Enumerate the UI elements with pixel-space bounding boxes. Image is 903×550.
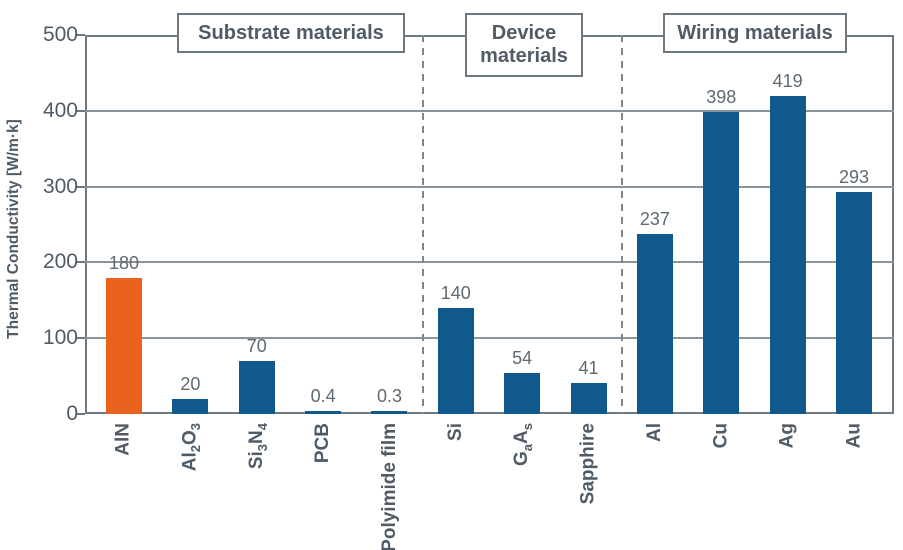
bar-category-label-aln: AlN: [113, 423, 134, 456]
group-separator-1: [422, 35, 424, 414]
bar-ag: [769, 96, 806, 414]
bar-cu: [703, 112, 740, 414]
bar-category-label-al2o3: Al2O3: [179, 423, 204, 472]
y-tick-label-300: 300: [42, 174, 78, 198]
gridline-300: [85, 185, 894, 188]
y-tick-label-400: 400: [42, 98, 78, 122]
bar-value-si: 140: [440, 283, 471, 303]
section-box-1: Substrate materials: [177, 13, 405, 53]
bar-category-label-ag: Ag: [776, 423, 798, 449]
group-separator-2: [621, 35, 623, 414]
y-tick-300: [76, 185, 85, 188]
bar-au: [836, 192, 872, 414]
bar-si3n4: [238, 361, 275, 414]
y-tick-label-100: 100: [42, 326, 78, 350]
bar-category-label-sapphire: Sapphire: [577, 423, 599, 505]
bar-aln: [106, 278, 142, 414]
y-tick-label-0: 0: [66, 402, 78, 425]
bar-value-ag: 419: [772, 71, 803, 91]
bar-pcb: [305, 411, 342, 414]
y-tick-0: [76, 413, 85, 415]
y-axis-title-text: Thermal Conductivity [W/m·k]: [5, 119, 22, 339]
gridline-100: [85, 337, 894, 340]
bar-value-si3n4: 70: [246, 336, 267, 356]
bar-category-label-gaas: GaAs: [511, 423, 535, 466]
bar-category-label-cu: Cu: [710, 423, 732, 449]
section-box-2: Device materials: [465, 13, 583, 77]
bar-al2o3: [172, 399, 209, 414]
bar-category-label-polyimide-film: Polyimide film: [378, 423, 400, 550]
bar-value-al: 237: [639, 209, 670, 229]
y-tick-label-200: 200: [42, 250, 78, 274]
bar-category-label-au: Au: [843, 423, 864, 449]
bar-gaas: [504, 373, 541, 414]
bar-category-label-pcb: PCB: [312, 423, 334, 464]
y-tick-200: [76, 261, 85, 264]
gridline-200: [85, 261, 894, 264]
y-tick-label-500: 500: [42, 23, 78, 46]
bar-value-cu: 398: [706, 87, 737, 107]
bar-category-label-si3n4: Si3N4: [245, 423, 270, 470]
bar-polyimide-film: [371, 411, 408, 414]
y-tick-500: [76, 34, 85, 36]
bar-value-al2o3: 20: [180, 374, 201, 394]
bar-value-gaas: 54: [512, 348, 533, 368]
bar-category-label-si: Si: [444, 423, 466, 441]
bar-value-polyimide-film: 0.3: [376, 386, 402, 406]
bar-al: [636, 234, 673, 414]
y-tick-100: [76, 337, 85, 340]
bar-si: [437, 308, 474, 414]
bar-sapphire: [570, 383, 607, 414]
y-tick-400: [76, 109, 85, 112]
gridline-400: [85, 109, 894, 112]
bar-value-pcb: 0.4: [310, 386, 336, 406]
section-box-3: Wiring materials: [663, 13, 847, 53]
bar-value-au: 293: [838, 167, 870, 187]
bar-value-sapphire: 41: [578, 358, 599, 378]
bar-value-aln: 180: [108, 253, 140, 273]
bar-category-label-al: Al: [643, 423, 665, 442]
